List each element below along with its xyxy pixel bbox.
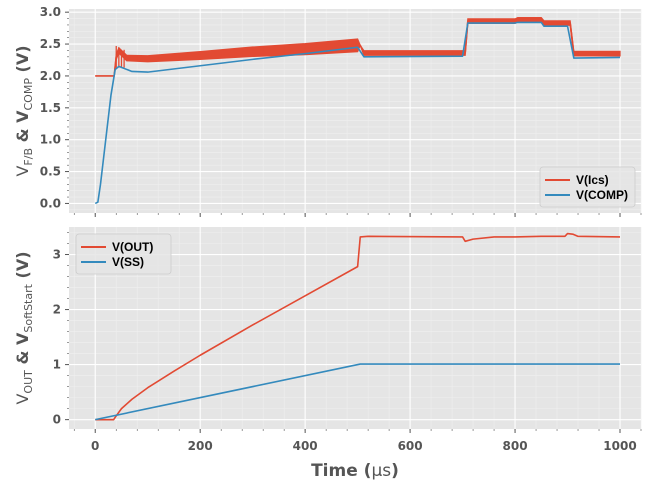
x-tick-label: 400 — [293, 439, 318, 453]
legend: V(Ics)V(COMP) — [539, 166, 636, 208]
top-subplot: 0.0 0.5 1.0 1.5 2.0 2.5 3.0 VF/B & VCOMP (V) V(I… — [13, 5, 642, 217]
y-tick-label: 1.5 — [40, 101, 61, 115]
y-ticks: 0 1 2 3 — [53, 232, 69, 427]
y-axis-title: VF/B & VCOMP (V) — [13, 45, 35, 176]
minor-grid — [69, 227, 642, 429]
series-line-v-comp — [94, 21, 621, 205]
x-tick-label: 800 — [503, 439, 528, 453]
y-tick-label: 2.0 — [40, 69, 61, 83]
y-tick-label: 2 — [53, 303, 61, 317]
legend-label: V(OUT) — [112, 240, 153, 254]
x-axis-title: Time (μs) — [311, 461, 399, 481]
legend: V(OUT)V(SS) — [75, 233, 172, 275]
legend-box — [75, 233, 172, 275]
series-line-v-out — [95, 232, 621, 421]
legend-label: V(COMP) — [576, 188, 628, 202]
y-tick-label: 3 — [53, 248, 61, 262]
y-tick-label: 1.0 — [40, 133, 61, 147]
x-tick-label: 600 — [398, 439, 423, 453]
y-axis-title: VOUT & VSoftStart (V) — [13, 251, 35, 404]
y-tick-label: 0.0 — [40, 196, 61, 210]
x-tick-label: 1000 — [603, 439, 636, 453]
series-group — [94, 17, 621, 205]
series-line-v-ics — [95, 19, 621, 77]
legend-label: V(SS) — [112, 255, 144, 269]
x-ticks — [73, 213, 642, 217]
series-line-v-ss — [95, 363, 621, 421]
x-tick-label: 0 — [91, 439, 99, 453]
y-tick-label: 2.5 — [40, 37, 61, 51]
legend-label: V(Ics) — [576, 173, 609, 187]
y-tick-label: 3.0 — [40, 5, 61, 19]
y-tick-label: 0 — [53, 413, 61, 427]
y-tick-label: 1 — [53, 358, 61, 372]
y-ticks: 0.0 0.5 1.0 1.5 2.0 2.5 3.0 — [40, 5, 69, 210]
x-ticks: 0 200 400 600 800 1000 — [73, 429, 642, 453]
x-tick-label: 200 — [188, 439, 213, 453]
bottom-subplot: 0 1 2 3 0 200 400 600 800 1000 VOUT & VSoftStart (… — [13, 227, 642, 481]
y-tick-label: 0.5 — [40, 165, 61, 179]
series-group — [95, 232, 621, 421]
legend-box — [539, 166, 636, 208]
